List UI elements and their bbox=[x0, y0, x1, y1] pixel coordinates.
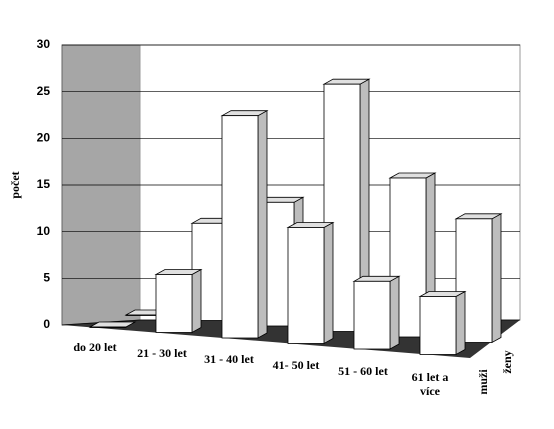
bar-side bbox=[389, 275, 400, 350]
bar bbox=[220, 109, 269, 339]
y-tick-label: 20 bbox=[37, 131, 51, 145]
x-tick-label: 61 let a více bbox=[412, 370, 449, 398]
series-label: muži bbox=[476, 369, 490, 395]
x-tick-label: více bbox=[420, 384, 441, 398]
x-tick-label: do 20 let bbox=[73, 340, 116, 354]
bar-front bbox=[155, 274, 193, 333]
y-tick-label: 30 bbox=[37, 37, 51, 51]
bar-front bbox=[353, 280, 391, 350]
bar-front bbox=[419, 296, 457, 355]
x-tick-label: 51 - 60 let bbox=[338, 364, 388, 378]
bar-side bbox=[323, 221, 334, 345]
x-tick-label: 21 - 30 let bbox=[137, 346, 187, 360]
y-tick-label: 0 bbox=[43, 317, 50, 331]
bar-side bbox=[257, 109, 268, 339]
bar-side bbox=[455, 290, 466, 356]
y-tick-label: 25 bbox=[37, 84, 51, 98]
bar-front bbox=[89, 326, 127, 328]
x-tick-label: 31 - 40 let bbox=[204, 352, 254, 366]
bar-front bbox=[221, 115, 259, 339]
bar bbox=[352, 275, 401, 350]
bar-front bbox=[287, 227, 325, 344]
y-tick-label: 5 bbox=[43, 271, 50, 285]
bar bbox=[154, 268, 203, 334]
x-tick-label: 61 let a bbox=[412, 370, 449, 384]
y-axis-label: počet bbox=[8, 171, 22, 198]
bar bbox=[88, 321, 137, 328]
y-tick-label: 15 bbox=[37, 177, 51, 191]
bar bbox=[286, 221, 335, 345]
bar-side bbox=[191, 268, 202, 334]
bar-side bbox=[491, 213, 502, 344]
y-tick-label: 10 bbox=[37, 224, 51, 238]
x-tick-label: 41- 50 let bbox=[273, 358, 320, 372]
series-label: ženy bbox=[500, 350, 514, 373]
bar bbox=[418, 290, 467, 356]
